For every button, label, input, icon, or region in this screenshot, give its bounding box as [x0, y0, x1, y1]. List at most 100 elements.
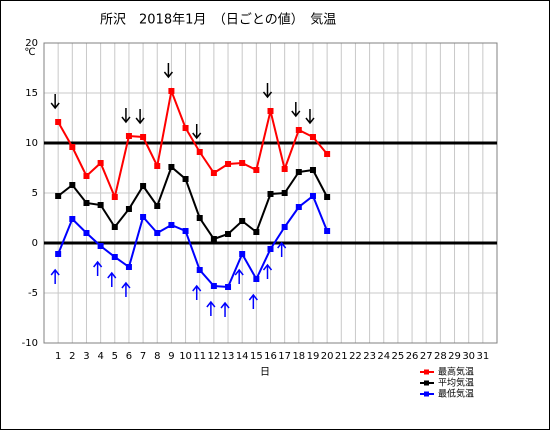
point [111, 194, 118, 200]
point [239, 251, 246, 257]
point [239, 160, 246, 166]
point [295, 127, 302, 133]
y-tick-label: 20 [25, 38, 38, 49]
point [182, 176, 189, 182]
x-tick-label: 6 [126, 351, 132, 362]
point [309, 167, 316, 173]
chart-title: 所沢 2018年1月 （日ごとの値） 気温 [100, 12, 336, 28]
up-arrow [206, 300, 216, 316]
y-tick-label: 10 [25, 138, 38, 149]
point [196, 149, 203, 155]
up-arrow [93, 260, 103, 276]
point [225, 231, 232, 237]
legend-marker [424, 369, 429, 375]
x-tick-label: 12 [208, 351, 221, 362]
point [97, 160, 104, 166]
point [125, 206, 132, 212]
up-arrow [50, 268, 60, 284]
plot-border [43, 42, 498, 344]
y-axis-label: ℃ [24, 47, 35, 58]
point [154, 203, 161, 209]
point [225, 161, 232, 167]
point [182, 125, 189, 131]
y-tick-label: 15 [25, 88, 38, 99]
x-tick-label: 2 [69, 351, 75, 362]
point [281, 190, 288, 196]
point [210, 283, 217, 289]
point [281, 166, 288, 172]
point [253, 276, 260, 282]
x-tick-label: 10 [179, 351, 192, 362]
point [111, 254, 118, 260]
point [69, 182, 76, 188]
x-tick-label: 25 [392, 351, 405, 362]
point [55, 193, 62, 199]
y-tick-label: 0 [32, 238, 38, 249]
point [69, 216, 76, 222]
legend-marker [424, 380, 429, 386]
point [55, 119, 62, 125]
point [267, 246, 274, 252]
x-tick-label: 26 [406, 351, 419, 362]
x-axis-label: 日 [260, 367, 270, 378]
point [140, 134, 147, 140]
x-tick-label: 27 [420, 351, 433, 362]
x-tick-label: 14 [236, 351, 249, 362]
point [267, 191, 274, 197]
x-tick-label: 17 [278, 351, 291, 362]
legend-marker [424, 391, 429, 397]
down-arrow [262, 83, 273, 99]
point [196, 267, 203, 273]
down-arrow [135, 109, 145, 125]
point [295, 169, 302, 175]
x-tick-label: 5 [112, 351, 118, 362]
down-arrow [163, 63, 173, 79]
x-tick-label: 23 [363, 351, 376, 362]
point [253, 229, 260, 235]
point [111, 224, 118, 230]
point [324, 228, 331, 234]
down-arrow [50, 94, 60, 110]
x-tick-label: 24 [377, 351, 390, 362]
point [267, 108, 274, 114]
point [168, 222, 175, 228]
down-arrow [192, 124, 202, 140]
point [69, 144, 76, 150]
up-arrow [107, 271, 117, 287]
legend-label: 最低気温 [438, 388, 474, 400]
x-tick-label: 7 [140, 351, 146, 362]
up-arrow [234, 268, 244, 284]
legend-label: 平均気温 [438, 377, 474, 389]
point [210, 236, 217, 242]
point [83, 200, 90, 206]
x-tick-label: 30 [462, 351, 475, 362]
point [154, 163, 161, 169]
x-tick-label: 13 [222, 351, 235, 362]
up-arrow [277, 241, 287, 257]
point [210, 170, 217, 176]
legend-label: 最高気温 [438, 366, 474, 378]
point [309, 134, 316, 140]
down-arrow [121, 108, 131, 124]
point [295, 204, 302, 210]
x-tick-label: 16 [264, 351, 277, 362]
series-line [57, 87, 328, 201]
point [154, 230, 161, 236]
point [239, 218, 246, 224]
x-tick-label: 3 [83, 351, 89, 362]
x-tick-label: 15 [250, 351, 263, 362]
point [125, 264, 132, 270]
point [168, 88, 175, 94]
up-arrow [248, 293, 258, 309]
y-tick-label: -10 [22, 338, 38, 349]
point [324, 151, 331, 157]
point [168, 164, 175, 170]
x-tick-label: 18 [292, 351, 305, 362]
x-tick-label: 29 [448, 351, 461, 362]
up-arrow [220, 301, 230, 317]
point [140, 214, 147, 220]
x-tick-label: 19 [307, 351, 320, 362]
point [225, 284, 232, 290]
x-tick-label: 31 [476, 351, 489, 362]
